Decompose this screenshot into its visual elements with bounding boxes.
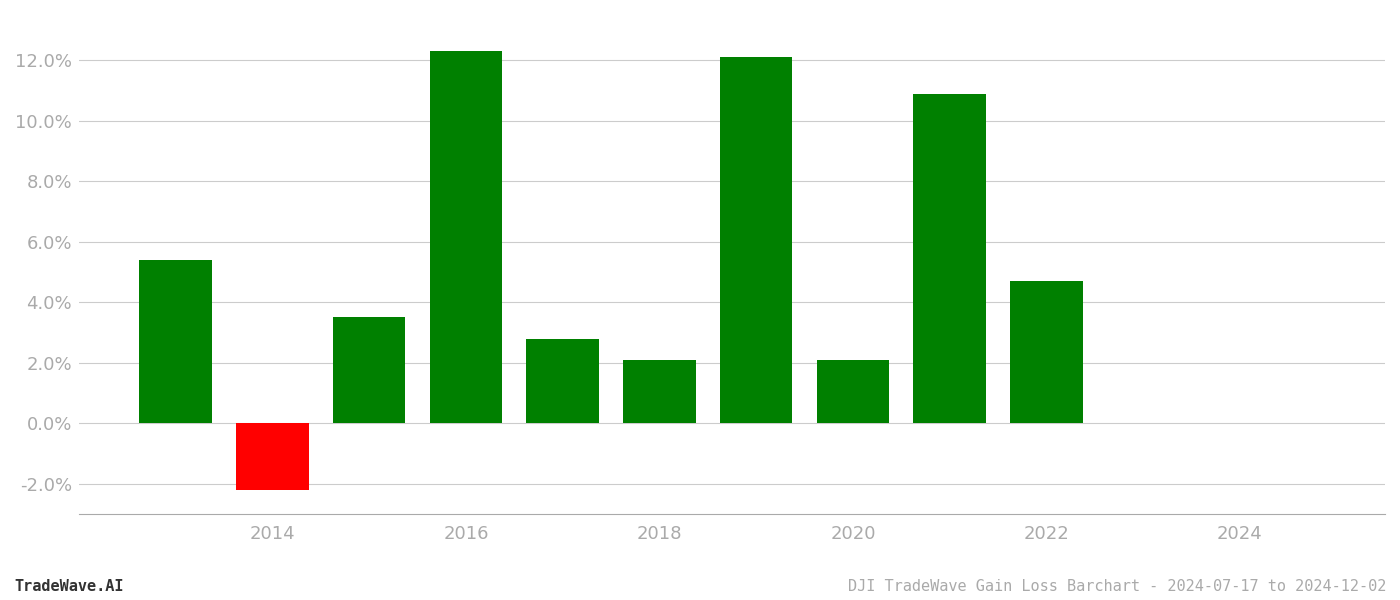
Bar [430, 51, 503, 423]
Bar [140, 260, 211, 423]
Bar [1011, 281, 1082, 423]
Bar [623, 359, 696, 423]
Bar [526, 338, 599, 423]
Bar [237, 423, 309, 490]
Bar [333, 317, 406, 423]
Bar [913, 94, 986, 423]
Text: TradeWave.AI: TradeWave.AI [14, 579, 123, 594]
Bar [720, 58, 792, 423]
Bar [816, 359, 889, 423]
Text: DJI TradeWave Gain Loss Barchart - 2024-07-17 to 2024-12-02: DJI TradeWave Gain Loss Barchart - 2024-… [847, 579, 1386, 594]
